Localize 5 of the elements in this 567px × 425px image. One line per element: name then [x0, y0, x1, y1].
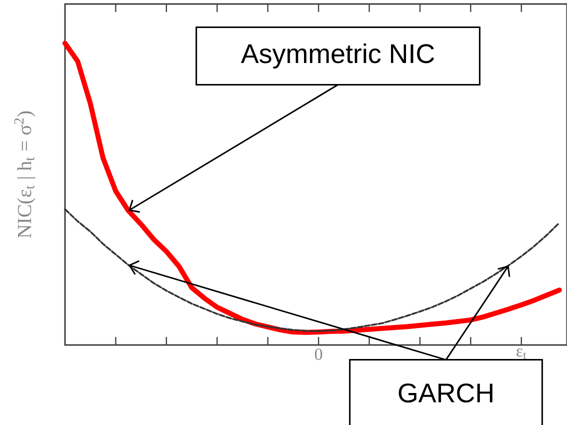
annotation: Asymmetric NIC	[240, 43, 434, 69]
y-axis-title: NIC(ε$_{t}$ | h$_{t}$ = σ$^{2}$)	[14, 111, 36, 238]
x-tick-label: ε$_{t}$	[516, 348, 526, 360]
x-tick-label: 0	[314, 348, 322, 360]
text: GARCH	[398, 383, 492, 403]
